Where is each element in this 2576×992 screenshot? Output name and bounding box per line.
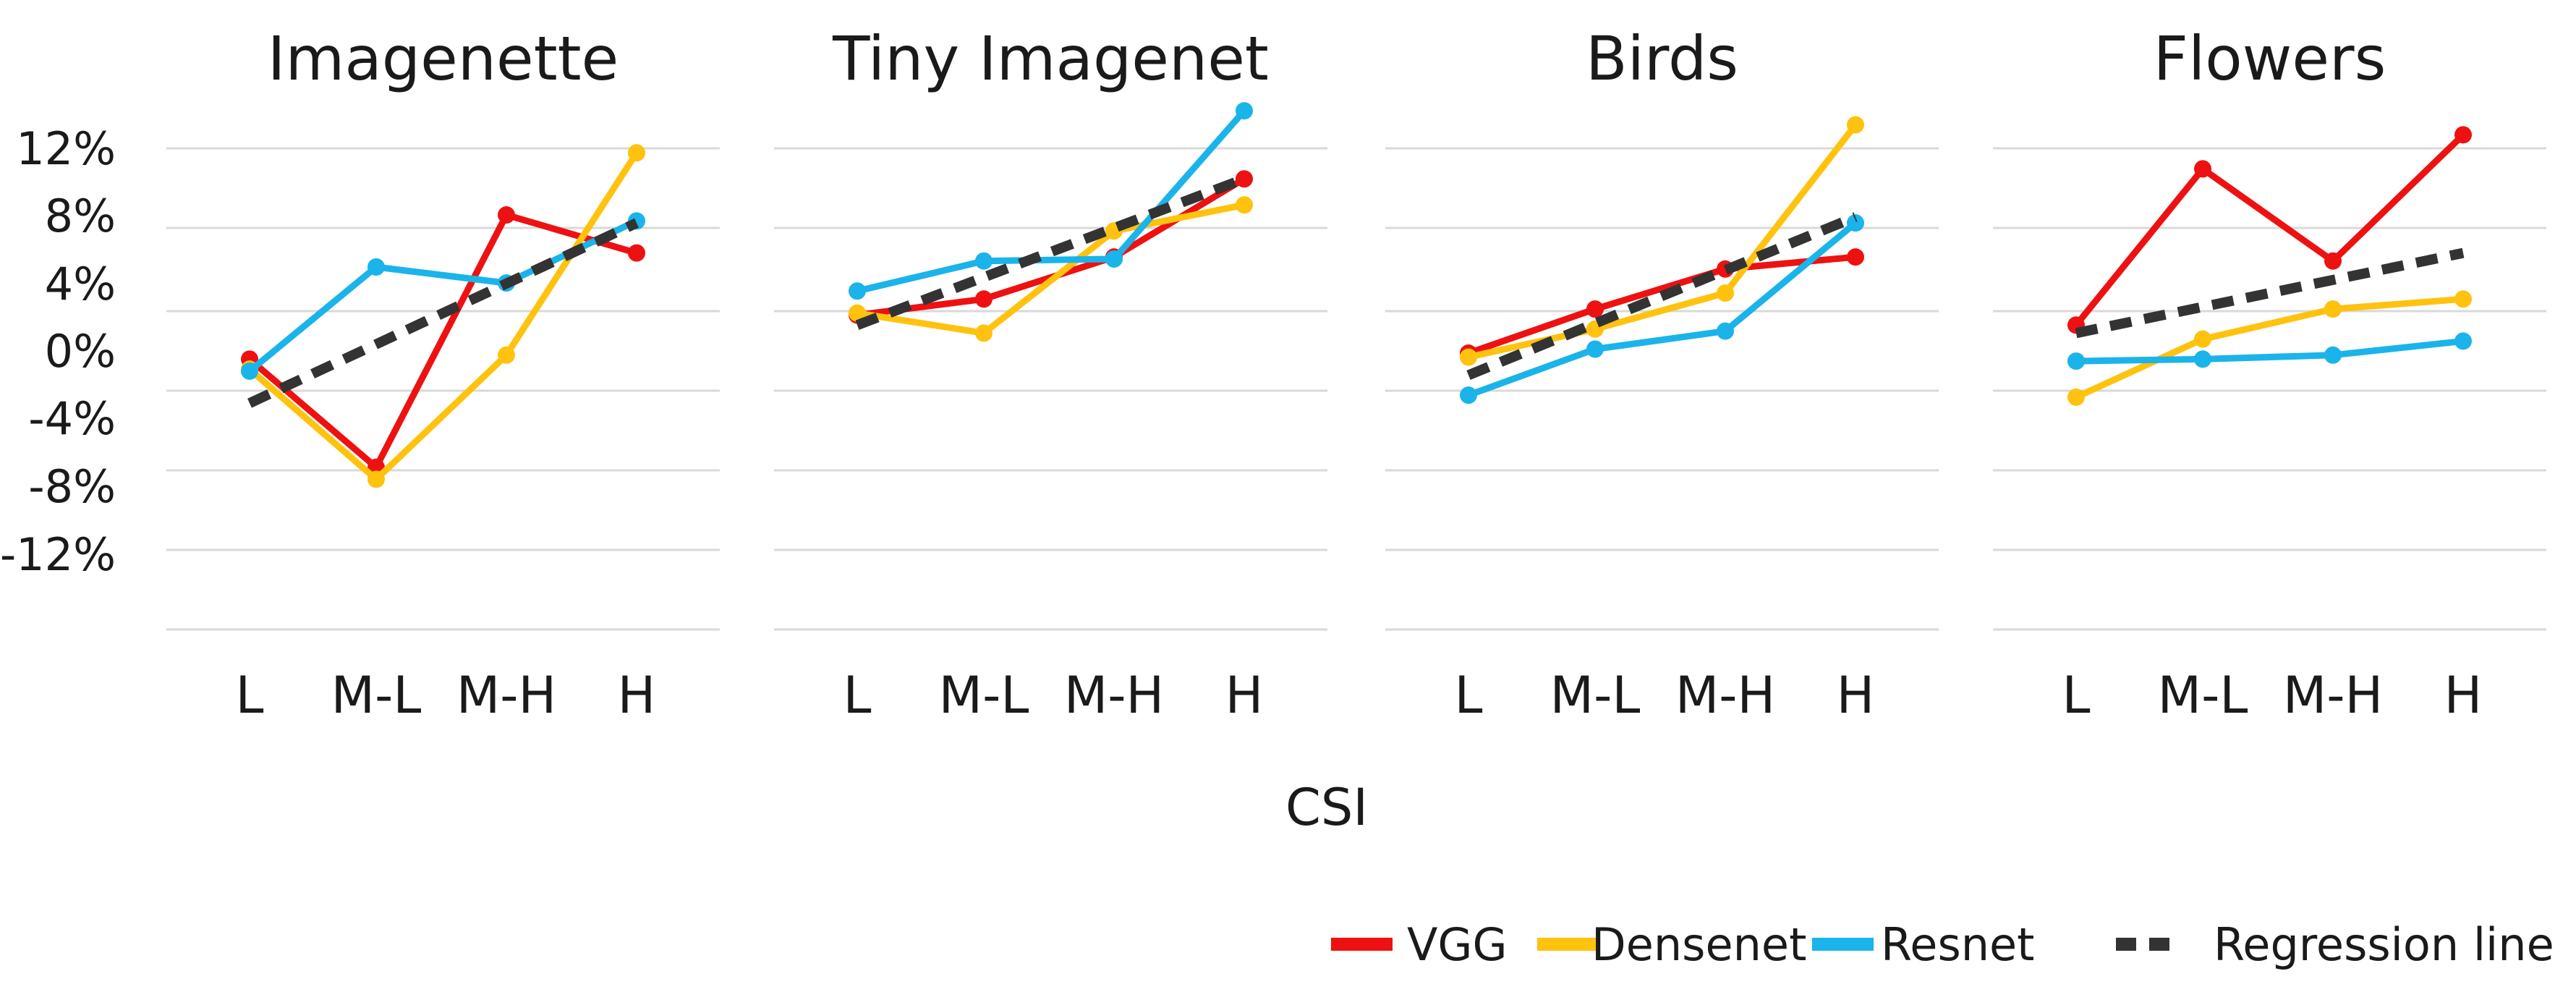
- x-tick-label: H: [1225, 666, 1264, 725]
- panel-birds: Birds L M-L M-H H: [1385, 23, 1939, 725]
- data-point-vgg: [2324, 252, 2342, 270]
- data-point-densenet: [2324, 300, 2342, 318]
- data-point-resnet: [1586, 340, 1604, 358]
- data-point-densenet: [628, 144, 645, 162]
- x-tick-label: M-H: [456, 666, 556, 725]
- data-point-densenet: [367, 470, 385, 488]
- x-tick-label: L: [1455, 666, 1483, 725]
- data-point-densenet: [1847, 116, 1864, 134]
- legend-item-resnet: Resnet: [1812, 918, 2035, 971]
- x-tick-label: L: [2062, 666, 2091, 725]
- regression-line: [247, 218, 639, 408]
- data-point-resnet: [1717, 322, 1734, 340]
- x-tick-label: M-L: [939, 666, 1029, 725]
- x-tick-label: M-L: [2158, 666, 2248, 725]
- series-line-vgg: [246, 211, 640, 471]
- data-point-resnet: [2454, 332, 2472, 350]
- data-point-resnet: [1105, 250, 1123, 268]
- regression-line: [855, 174, 1246, 330]
- data-point-resnet: [241, 362, 258, 380]
- legend-label: Resnet: [1881, 918, 2035, 971]
- series-line-densenet: [1465, 122, 1859, 361]
- data-point-vgg: [2194, 160, 2211, 178]
- data-point-resnet: [975, 252, 992, 270]
- x-tick-label: M-H: [2283, 666, 2383, 725]
- data-point-densenet: [1460, 348, 1477, 366]
- y-tick-label: -8%: [28, 460, 116, 513]
- legend-item-vgg: VGG: [1331, 918, 1508, 971]
- series-line-densenet: [854, 201, 1248, 336]
- data-point-densenet: [498, 346, 515, 364]
- data-point-densenet: [2194, 330, 2211, 348]
- data-point-vgg: [975, 290, 992, 308]
- panel-title: Flowers: [2154, 23, 2386, 94]
- panel-flowers: Flowers L M-L M-H H: [1993, 23, 2546, 725]
- legend-label: Densenet: [1591, 918, 1806, 971]
- series-line-densenet: [2073, 295, 2467, 401]
- series-line-vgg: [1465, 253, 1859, 357]
- y-tick-label: -12%: [0, 528, 116, 581]
- data-point-vgg: [2454, 126, 2472, 144]
- legend-item-regression-line: Regression line: [2116, 918, 2554, 971]
- panel-title: Tiny Imagenet: [832, 23, 1269, 94]
- x-axis-label: CSI: [1285, 778, 1368, 837]
- x-tick-label: L: [843, 666, 872, 725]
- panel-title: Imagenette: [268, 23, 619, 94]
- y-tick-label: 12%: [16, 122, 116, 175]
- data-point-vgg: [1236, 170, 1253, 188]
- data-point-vgg: [498, 206, 515, 224]
- x-tick-label: M-H: [1064, 666, 1164, 725]
- data-point-densenet: [975, 324, 992, 342]
- y-tick-label: 8%: [45, 190, 116, 242]
- y-tick-label: 0%: [45, 325, 116, 378]
- data-point-resnet: [2067, 352, 2085, 370]
- data-point-densenet: [2454, 290, 2472, 308]
- data-point-vgg: [628, 244, 645, 262]
- legend-label: VGG: [1407, 918, 1508, 971]
- y-axis: 12% 8% 4% 0% -4% -8% -12%: [0, 122, 116, 581]
- regression-line: [1466, 212, 1858, 380]
- data-point-resnet: [849, 282, 866, 300]
- legend: VGG Densenet Resnet Regression line: [1331, 918, 2554, 971]
- x-tick-label: H: [2444, 666, 2483, 725]
- data-point-resnet: [1460, 386, 1477, 404]
- panel-tiny-imagenet: Tiny Imagenet L M-L M-H H: [774, 23, 1327, 725]
- regression-line: [2075, 247, 2465, 339]
- legend-label: Regression line: [2214, 918, 2554, 971]
- data-point-densenet: [1236, 196, 1253, 214]
- data-point-vgg: [1586, 300, 1604, 318]
- x-tick-label: M-L: [1550, 666, 1641, 725]
- x-tick-label: H: [1837, 666, 1875, 725]
- series-line-vgg: [2073, 131, 2467, 328]
- data-point-vgg: [1847, 248, 1864, 266]
- data-point-resnet: [367, 258, 385, 276]
- y-tick-label: 4%: [45, 258, 116, 310]
- data-point-resnet: [1847, 214, 1864, 232]
- data-point-densenet: [849, 304, 866, 322]
- data-point-resnet: [2324, 346, 2342, 364]
- x-tick-label: H: [618, 666, 656, 725]
- data-point-resnet: [1236, 102, 1253, 120]
- y-tick-label: -4%: [28, 392, 116, 445]
- data-point-resnet: [2194, 350, 2211, 368]
- x-tick-label: M-H: [1675, 666, 1775, 725]
- x-tick-label: M-L: [331, 666, 422, 725]
- series-line-resnet: [1465, 219, 1859, 399]
- panel-imagenette: Imagenette L M-L M-H H: [166, 23, 720, 725]
- legend-item-densenet: Densenet: [1537, 918, 1806, 971]
- x-tick-label: L: [236, 666, 264, 725]
- data-point-densenet: [1717, 284, 1734, 302]
- panel-title: Birds: [1586, 23, 1738, 94]
- series-line-resnet: [2073, 337, 2467, 365]
- series-line-resnet: [854, 107, 1248, 294]
- data-point-densenet: [2067, 388, 2085, 406]
